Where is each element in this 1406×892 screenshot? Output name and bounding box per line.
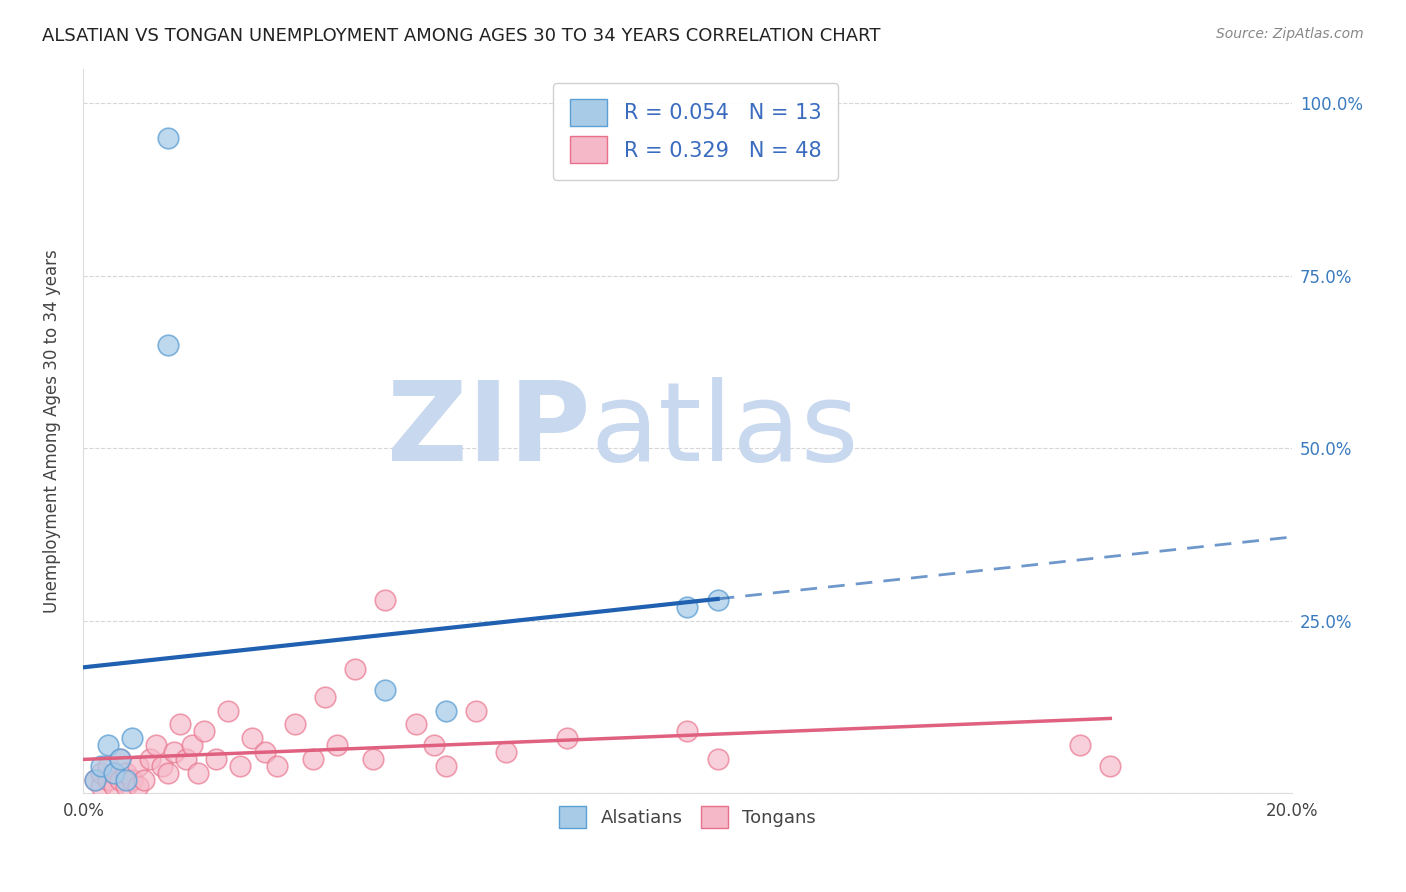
Point [127, 758, 149, 772]
Point [145, 738, 167, 752]
Point [229, 758, 252, 772]
Text: ALSATIAN VS TONGAN UNEMPLOYMENT AMONG AGES 30 TO 34 YEARS CORRELATION CHART: ALSATIAN VS TONGAN UNEMPLOYMENT AMONG AG… [42, 27, 880, 45]
Point [253, 745, 276, 759]
Point [242, 731, 264, 745]
Point [163, 745, 186, 759]
Point [96, 772, 118, 787]
Point [156, 130, 179, 145]
Point [374, 593, 396, 607]
Text: Source: ZipAtlas.com: Source: ZipAtlas.com [1216, 27, 1364, 41]
Point [84, 772, 107, 787]
Point [363, 752, 385, 766]
Point [103, 780, 125, 794]
Point [405, 717, 427, 731]
Point [121, 731, 143, 745]
Point [114, 780, 136, 794]
Point [193, 724, 215, 739]
Point [706, 752, 728, 766]
Text: ZIP: ZIP [388, 377, 591, 484]
Y-axis label: Unemployment Among Ages 30 to 34 years: Unemployment Among Ages 30 to 34 years [44, 249, 60, 613]
Point [139, 752, 162, 766]
Point [344, 662, 367, 676]
Point [108, 752, 131, 766]
Point [181, 738, 204, 752]
Point [150, 758, 173, 772]
Point [96, 738, 118, 752]
Text: atlas: atlas [591, 377, 859, 484]
Point [127, 780, 149, 794]
Point [465, 704, 488, 718]
Point [103, 765, 125, 780]
Point [205, 752, 228, 766]
Legend: Alsatians, Tongans: Alsatians, Tongans [551, 798, 823, 835]
Point [314, 690, 336, 704]
Point [121, 772, 143, 787]
Point [108, 772, 131, 787]
Point [90, 780, 112, 794]
Point [90, 758, 112, 772]
Point [217, 704, 239, 718]
Point [434, 758, 457, 772]
Point [84, 772, 107, 787]
Point [103, 765, 125, 780]
Point [555, 731, 578, 745]
Point [266, 758, 288, 772]
Point [156, 765, 179, 780]
Point [374, 682, 396, 697]
Point [169, 717, 191, 731]
Point [676, 724, 699, 739]
Point [187, 765, 209, 780]
Point [1069, 738, 1091, 752]
Point [156, 337, 179, 351]
Point [90, 765, 112, 780]
Point [132, 772, 155, 787]
Point [422, 738, 444, 752]
Point [1099, 758, 1122, 772]
Point [706, 593, 728, 607]
Point [284, 717, 307, 731]
Point [96, 758, 118, 772]
Point [108, 752, 131, 766]
Point [434, 704, 457, 718]
Point [326, 738, 349, 752]
Point [302, 752, 325, 766]
Point [495, 745, 517, 759]
Point [114, 765, 136, 780]
Point [676, 599, 699, 614]
Point [114, 772, 136, 787]
Point [174, 752, 197, 766]
